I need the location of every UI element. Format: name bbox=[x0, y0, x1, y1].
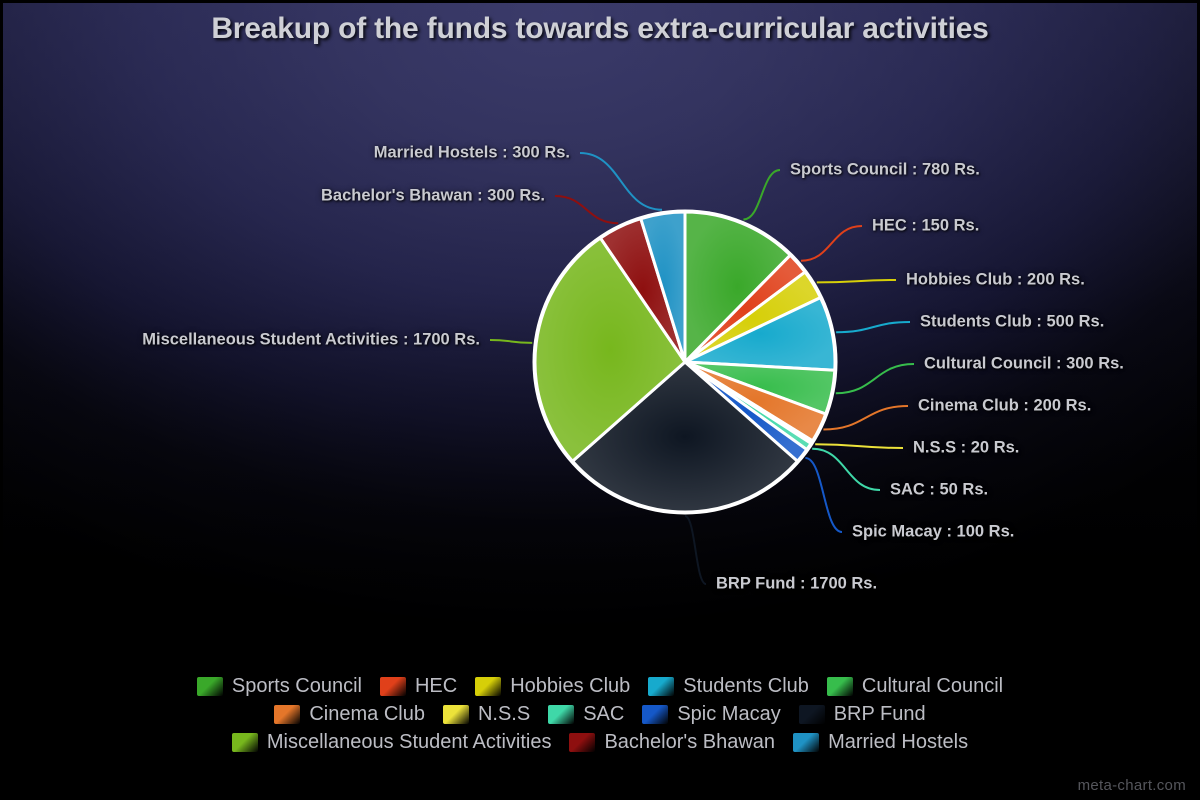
legend-swatch-icon bbox=[231, 732, 258, 752]
watermark: meta-chart.com bbox=[1077, 777, 1186, 794]
chart-title: Breakup of the funds towards extra-curri… bbox=[211, 12, 989, 45]
slice-label: Married Hostels : 300 Rs. bbox=[373, 143, 570, 162]
legend-row: Miscellaneous Student Activities Bachelor… bbox=[70, 728, 1130, 756]
legend-item[interactable]: Sports Council bbox=[196, 674, 362, 698]
leader-line bbox=[684, 515, 707, 585]
legend-swatch-icon bbox=[569, 732, 596, 752]
leader-line bbox=[836, 321, 911, 334]
slice-label: Cultural Council : 300 Rs. bbox=[924, 354, 1124, 373]
leader-line bbox=[800, 225, 863, 262]
legend-item[interactable]: Cultural Council bbox=[826, 674, 1004, 698]
slice-label: SAC : 50 Rs. bbox=[890, 480, 989, 499]
leader-line bbox=[835, 363, 915, 395]
legend-label: Married Hostels bbox=[828, 730, 969, 753]
pie-slices bbox=[532, 209, 838, 515]
legend-label: Cinema Club bbox=[309, 702, 425, 725]
legend-label: Miscellaneous Student Activities bbox=[266, 730, 552, 753]
slice-label: HEC : 150 Rs. bbox=[872, 216, 980, 235]
legend-item[interactable]: Hobbies Club bbox=[475, 675, 630, 698]
legend-label: HEC bbox=[414, 674, 458, 697]
pie-slice[interactable] bbox=[683, 210, 792, 364]
legend-swatch-icon bbox=[548, 704, 575, 724]
legend-swatch-icon bbox=[442, 704, 469, 724]
leader-line bbox=[805, 457, 843, 533]
leader-line bbox=[743, 169, 781, 221]
slice-label: Cinema Club : 200 Rs. bbox=[918, 396, 1092, 415]
legend-label: Cultural Council bbox=[861, 674, 1004, 697]
slice-label: Sports Council : 780 Rs. bbox=[790, 160, 980, 179]
legend-item[interactable]: SAC bbox=[548, 703, 624, 726]
legend-row: Cinema Club N.S.S SAC Spic Macay BRP Fund bbox=[70, 700, 1130, 728]
legend-swatch-icon bbox=[274, 704, 301, 724]
legend-row: Sports Council HEC Hobbies Club Students Cl… bbox=[70, 672, 1130, 700]
legend-item[interactable]: HEC bbox=[379, 674, 458, 698]
legend-label: Sports Council bbox=[231, 674, 362, 697]
legend-swatch-icon bbox=[826, 676, 853, 696]
slice-label: BRP Fund : 1700 Rs. bbox=[716, 574, 878, 593]
legend-label: N.S.S bbox=[477, 702, 531, 725]
legend-label: Students Club bbox=[683, 674, 809, 697]
legend-swatch-icon bbox=[379, 676, 406, 696]
legend-swatch-icon bbox=[648, 676, 675, 696]
leader-lines bbox=[489, 152, 915, 585]
leader-line bbox=[489, 339, 533, 344]
legend-item[interactable]: N.S.S bbox=[442, 702, 531, 726]
legend-label: BRP Fund bbox=[833, 702, 926, 725]
legend-item[interactable]: Cinema Club bbox=[274, 703, 425, 726]
legend-item[interactable]: Married Hostels bbox=[793, 731, 968, 754]
slice-label: Miscellaneous Student Activities : 1700 … bbox=[142, 330, 480, 349]
slice-label: Students Club : 500 Rs. bbox=[920, 312, 1105, 331]
legend-label: Spic Macay bbox=[677, 702, 781, 725]
slice-label: Hobbies Club : 200 Rs. bbox=[906, 270, 1085, 289]
chart-legend: Sports Council HEC Hobbies Club Students Cl… bbox=[0, 672, 1200, 756]
pie-slice[interactable] bbox=[639, 210, 687, 364]
legend-item[interactable]: Students Club bbox=[648, 675, 809, 698]
leader-line bbox=[554, 195, 619, 225]
pie-slice[interactable] bbox=[533, 236, 687, 463]
leader-line bbox=[815, 443, 904, 449]
leader-line bbox=[816, 279, 897, 284]
leader-line bbox=[812, 447, 881, 491]
legend-swatch-icon bbox=[798, 704, 825, 724]
legend-item[interactable]: BRP Fund bbox=[798, 702, 926, 726]
legend-label: Hobbies Club bbox=[510, 674, 631, 697]
legend-item[interactable]: Miscellaneous Student Activities bbox=[231, 730, 552, 754]
legend-item[interactable]: Spic Macay bbox=[642, 702, 781, 726]
slice-label: Spic Macay : 100 Rs. bbox=[852, 522, 1015, 541]
legend-swatch-icon bbox=[793, 732, 820, 752]
legend-swatch-icon bbox=[475, 676, 502, 696]
slice-label: N.S.S : 20 Rs. bbox=[913, 438, 1020, 457]
pie-slice[interactable] bbox=[571, 360, 799, 514]
legend-swatch-icon bbox=[196, 676, 223, 696]
legend-label: SAC bbox=[583, 702, 625, 725]
legend-label: Bachelor's Bhawan bbox=[604, 730, 776, 753]
leader-line bbox=[823, 405, 909, 431]
legend-swatch-icon bbox=[642, 704, 669, 724]
legend-item[interactable]: Bachelor's Bhawan bbox=[569, 731, 775, 754]
leader-line bbox=[579, 152, 663, 211]
slice-label: Bachelor's Bhawan : 300 Rs. bbox=[320, 186, 545, 205]
